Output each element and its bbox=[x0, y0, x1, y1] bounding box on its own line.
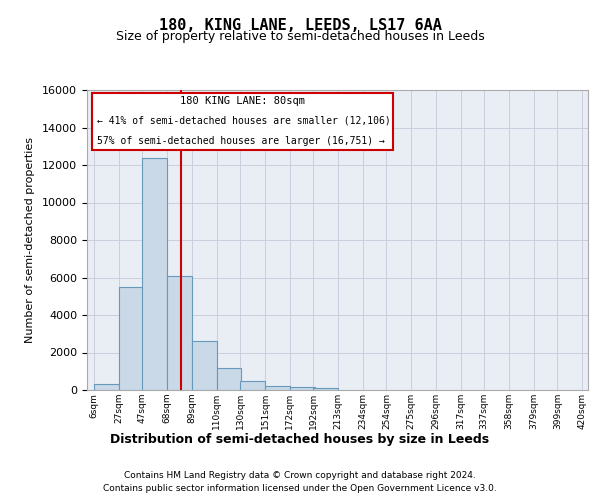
Text: 180, KING LANE, LEEDS, LS17 6AA: 180, KING LANE, LEEDS, LS17 6AA bbox=[158, 18, 442, 32]
FancyBboxPatch shape bbox=[92, 93, 392, 150]
Text: Size of property relative to semi-detached houses in Leeds: Size of property relative to semi-detach… bbox=[116, 30, 484, 43]
Text: Contains HM Land Registry data © Crown copyright and database right 2024.: Contains HM Land Registry data © Crown c… bbox=[124, 471, 476, 480]
Text: 180 KING LANE: 80sqm: 180 KING LANE: 80sqm bbox=[180, 96, 305, 106]
Bar bbox=[142, 158, 167, 390]
Y-axis label: Number of semi-detached properties: Number of semi-detached properties bbox=[25, 137, 35, 343]
Bar bbox=[313, 388, 338, 390]
Text: ← 41% of semi-detached houses are smaller (12,106): ← 41% of semi-detached houses are smalle… bbox=[97, 116, 391, 126]
Text: Contains public sector information licensed under the Open Government Licence v3: Contains public sector information licen… bbox=[103, 484, 497, 493]
Bar bbox=[240, 380, 265, 390]
Bar bbox=[290, 387, 314, 390]
Bar bbox=[265, 386, 290, 390]
Bar bbox=[192, 341, 217, 390]
Bar bbox=[94, 384, 119, 390]
Bar bbox=[119, 287, 143, 390]
Bar bbox=[217, 368, 241, 390]
Bar bbox=[167, 276, 192, 390]
Text: Distribution of semi-detached houses by size in Leeds: Distribution of semi-detached houses by … bbox=[110, 432, 490, 446]
Text: 57% of semi-detached houses are larger (16,751) →: 57% of semi-detached houses are larger (… bbox=[97, 136, 385, 146]
